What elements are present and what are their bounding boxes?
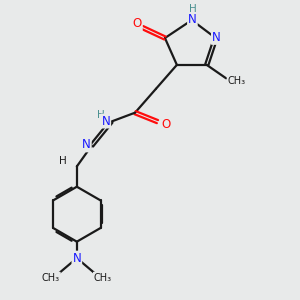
Text: N: N: [212, 31, 221, 44]
Text: H: H: [189, 4, 197, 14]
Text: O: O: [133, 17, 142, 31]
Text: N: N: [82, 138, 91, 152]
Text: CH₃: CH₃: [227, 76, 246, 86]
Text: O: O: [161, 118, 170, 131]
Text: CH₃: CH₃: [94, 272, 112, 283]
Text: N: N: [73, 252, 81, 265]
Text: H: H: [97, 110, 105, 120]
Text: N: N: [101, 115, 110, 128]
Text: H: H: [58, 156, 66, 166]
Text: CH₃: CH₃: [42, 272, 60, 283]
Text: N: N: [188, 13, 197, 26]
